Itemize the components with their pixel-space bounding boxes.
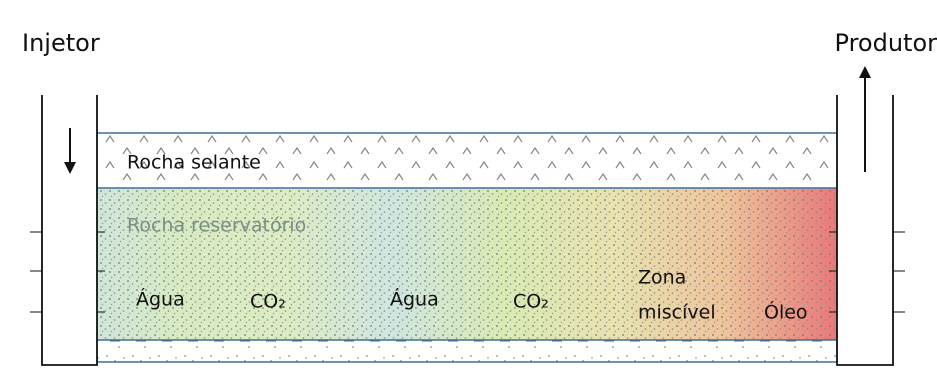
producer-label: Produtor [835, 29, 937, 57]
reservoir-texture [97, 188, 837, 340]
seal-label: Rocha selante [127, 152, 261, 174]
injection-arrow-head [64, 162, 76, 174]
production-arrow-head [859, 66, 871, 78]
zone-label: Zona [638, 267, 686, 289]
zone-label: Água [136, 288, 185, 311]
reservoir-label: Rocha reservatório [127, 215, 306, 237]
diagram: Injetor Produtor Rocha selante Rocha res… [0, 0, 937, 380]
injector-label: Injetor [22, 29, 100, 57]
zone-label: miscível [638, 302, 716, 324]
zone-label: CO₂ [513, 291, 549, 313]
zone-label: Óleo [764, 300, 808, 324]
zone-label: CO₂ [250, 291, 286, 313]
base-layer [97, 340, 837, 362]
zone-label: Água [390, 288, 439, 311]
